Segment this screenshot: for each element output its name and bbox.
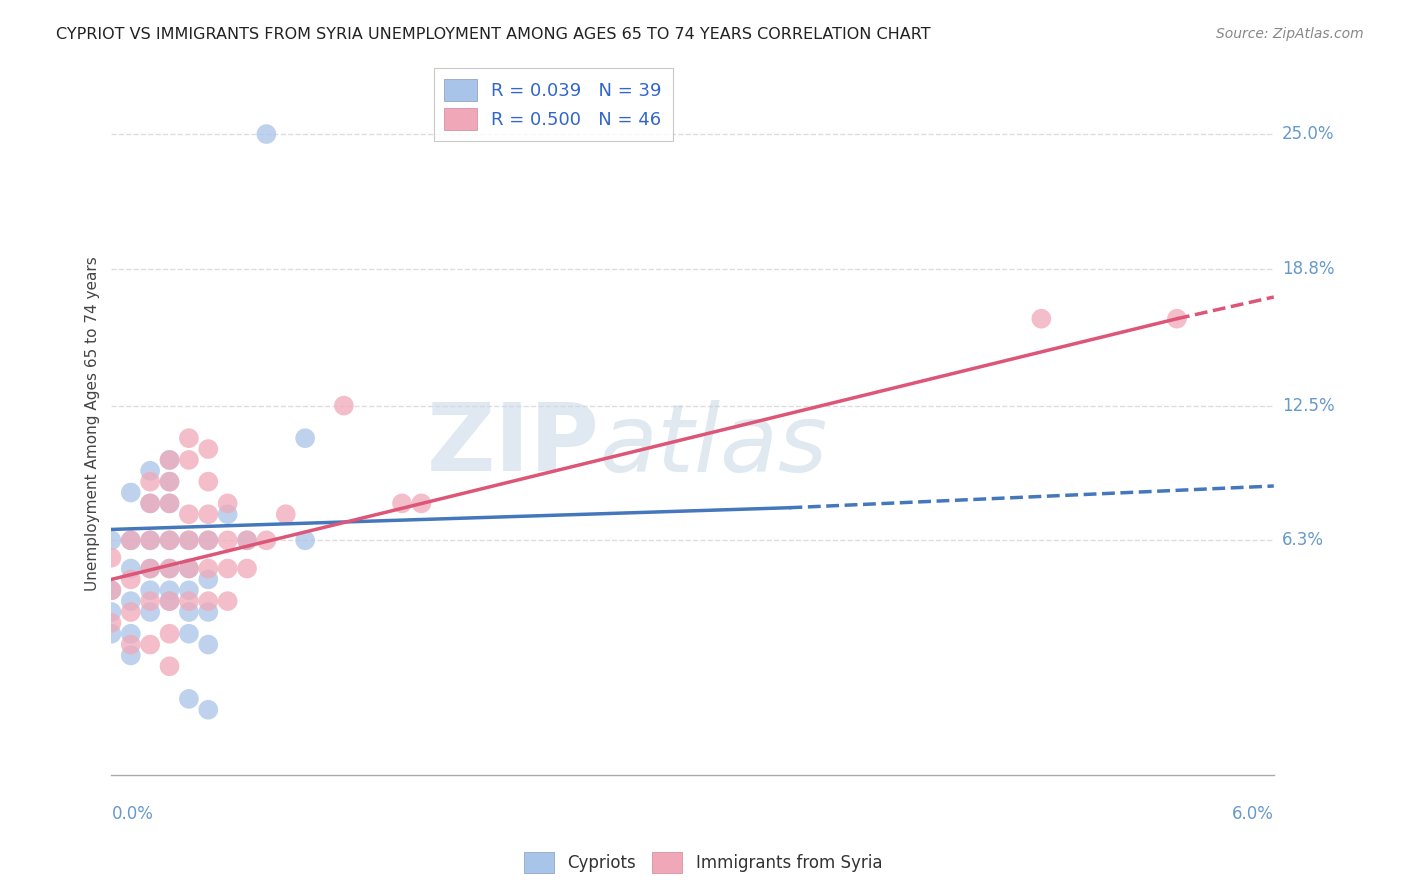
Point [217, 507, 239, 521]
Point [120, 533, 142, 548]
Point [274, 507, 297, 521]
Point [139, 475, 162, 489]
Point [177, 431, 200, 445]
Text: 0.0%: 0.0% [111, 805, 153, 823]
Text: 25.0%: 25.0% [1282, 125, 1334, 143]
Point [254, 533, 277, 548]
Text: ZIP: ZIP [427, 399, 599, 491]
Point [177, 533, 200, 548]
Point [197, 703, 219, 717]
Point [197, 507, 219, 521]
Point [333, 399, 356, 413]
Legend: Cypriots, Immigrants from Syria: Cypriots, Immigrants from Syria [517, 846, 889, 880]
Point [100, 615, 122, 630]
Point [159, 496, 181, 510]
Point [236, 561, 259, 575]
Point [159, 453, 181, 467]
Point [139, 594, 162, 608]
Point [120, 485, 142, 500]
Point [139, 605, 162, 619]
Point [294, 533, 316, 548]
Point [159, 533, 181, 548]
Point [120, 638, 142, 652]
Point [159, 626, 181, 640]
Text: CYPRIOT VS IMMIGRANTS FROM SYRIA UNEMPLOYMENT AMONG AGES 65 TO 74 YEARS CORRELAT: CYPRIOT VS IMMIGRANTS FROM SYRIA UNEMPLO… [56, 27, 931, 42]
Point [100, 626, 122, 640]
Point [139, 496, 162, 510]
Point [197, 561, 219, 575]
Text: Source: ZipAtlas.com: Source: ZipAtlas.com [1216, 27, 1364, 41]
Point [159, 453, 181, 467]
Point [100, 550, 122, 565]
Point [159, 475, 181, 489]
Point [1031, 311, 1053, 326]
Point [139, 638, 162, 652]
Point [120, 594, 142, 608]
Text: 12.5%: 12.5% [1282, 397, 1334, 415]
Point [120, 533, 142, 548]
Legend: R = 0.039   N = 39, R = 0.500   N = 46: R = 0.039 N = 39, R = 0.500 N = 46 [433, 68, 672, 141]
Point [236, 533, 259, 548]
Point [177, 561, 200, 575]
Point [197, 533, 219, 548]
Point [177, 626, 200, 640]
Point [139, 464, 162, 478]
Point [159, 583, 181, 598]
Point [139, 533, 162, 548]
Point [120, 573, 142, 587]
Point [197, 533, 219, 548]
Point [139, 561, 162, 575]
Point [217, 496, 239, 510]
Point [120, 561, 142, 575]
Point [139, 496, 162, 510]
Point [159, 594, 181, 608]
Point [236, 533, 259, 548]
Point [159, 533, 181, 548]
Point [120, 626, 142, 640]
Text: atlas: atlas [599, 400, 828, 491]
Point [177, 533, 200, 548]
Point [120, 605, 142, 619]
Point [120, 648, 142, 663]
Point [197, 605, 219, 619]
Point [197, 594, 219, 608]
Point [100, 583, 122, 598]
Point [177, 453, 200, 467]
Point [177, 507, 200, 521]
Point [177, 605, 200, 619]
Point [139, 583, 162, 598]
Point [177, 692, 200, 706]
Point [139, 533, 162, 548]
Point [197, 442, 219, 456]
Point [159, 561, 181, 575]
Point [100, 533, 122, 548]
Point [197, 475, 219, 489]
Y-axis label: Unemployment Among Ages 65 to 74 years: Unemployment Among Ages 65 to 74 years [86, 257, 100, 591]
Point [177, 561, 200, 575]
Text: 6.3%: 6.3% [1282, 532, 1324, 549]
Point [254, 127, 277, 141]
Point [159, 594, 181, 608]
Point [100, 605, 122, 619]
Point [159, 496, 181, 510]
Point [177, 594, 200, 608]
Point [217, 594, 239, 608]
Point [159, 561, 181, 575]
Point [294, 431, 316, 445]
Point [217, 561, 239, 575]
Point [197, 638, 219, 652]
Point [217, 533, 239, 548]
Point [159, 659, 181, 673]
Point [197, 573, 219, 587]
Point [100, 583, 122, 598]
Text: 6.0%: 6.0% [1232, 805, 1274, 823]
Point [411, 496, 433, 510]
Point [177, 583, 200, 598]
Point [159, 475, 181, 489]
Point [1166, 311, 1188, 326]
Text: 18.8%: 18.8% [1282, 260, 1334, 277]
Point [139, 561, 162, 575]
Point [391, 496, 413, 510]
